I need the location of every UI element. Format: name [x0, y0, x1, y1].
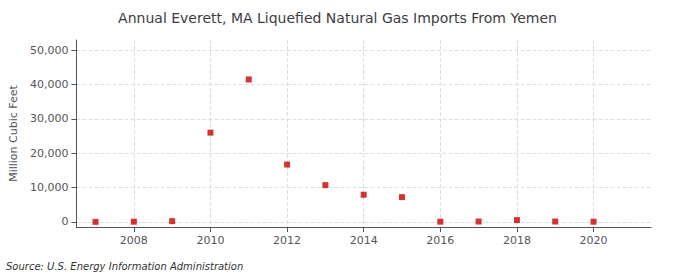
svg-text:Million Cubic Feet: Million Cubic Feet: [7, 84, 20, 181]
svg-text:2012: 2012: [273, 234, 301, 247]
svg-text:0: 0: [61, 215, 68, 228]
svg-text:2010: 2010: [196, 234, 224, 247]
svg-text:Source: U.S. Energy Informatio: Source: U.S. Energy Information Administ…: [6, 261, 243, 272]
svg-text:Annual Everett, MA Liquefied N: Annual Everett, MA Liquefied Natural Gas…: [118, 10, 557, 26]
svg-text:30,000: 30,000: [30, 112, 69, 125]
svg-text:2020: 2020: [580, 234, 608, 247]
svg-text:2016: 2016: [426, 234, 454, 247]
svg-text:2018: 2018: [503, 234, 531, 247]
svg-text:2008: 2008: [120, 234, 148, 247]
svg-text:20,000: 20,000: [30, 147, 69, 160]
svg-text:40,000: 40,000: [30, 78, 69, 91]
svg-text:10,000: 10,000: [30, 181, 69, 194]
svg-text:2014: 2014: [350, 234, 378, 247]
svg-text:50,000: 50,000: [30, 44, 69, 57]
